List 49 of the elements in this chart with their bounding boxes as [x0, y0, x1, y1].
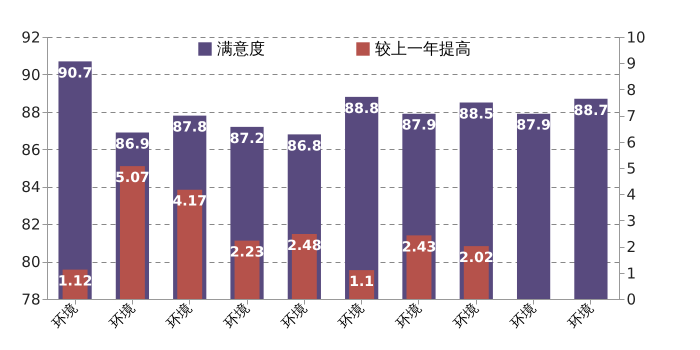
data-label: 88.5 [459, 106, 494, 122]
data-label: 2.43 [402, 239, 436, 256]
data-label: 2.02 [459, 250, 494, 266]
data-label: 2.48 [287, 238, 322, 254]
data-label: 90.7 [58, 65, 92, 82]
y2-tick-label: 8 [626, 80, 636, 99]
data-label: 87.9 [402, 118, 436, 134]
x-tick-label: 环境 [278, 300, 310, 332]
data-label: 4.17 [172, 194, 207, 210]
data-label: 1.12 [58, 274, 92, 290]
data-label: 87.8 [172, 120, 207, 136]
y2-tick-label: 3 [626, 212, 636, 230]
data-label: 87.9 [516, 118, 551, 134]
y2-tick-label: 2 [626, 238, 636, 256]
x-tick-label: 环境 [450, 300, 482, 332]
y2-tick-label: 7 [626, 107, 636, 126]
y2-tick-label: 6 [626, 133, 636, 152]
x-tick-label: 环境 [50, 300, 81, 332]
x-tick-label: 环境 [336, 300, 368, 332]
y-tick-label: 78 [21, 290, 40, 308]
y-tick-label: 80 [21, 253, 40, 272]
y-tick-label: 88 [21, 103, 40, 122]
legend-label: 满意度 [217, 39, 265, 58]
legend-label: 较上一年提高 [375, 39, 471, 58]
x-tick-label: 环境 [394, 300, 425, 332]
data-label: 87.2 [230, 130, 264, 147]
y2-tick-label: 5 [626, 160, 636, 178]
y2-tick-label: 10 [626, 28, 646, 46]
y-tick-label: 84 [21, 178, 40, 196]
y-tick-label: 86 [21, 140, 40, 159]
x-tick-label: 环境 [164, 300, 196, 332]
x-tick-label: 环境 [222, 300, 253, 332]
y-tick-label: 90 [21, 66, 40, 84]
x-tick-label: 环境 [565, 300, 597, 332]
y2-tick-label: 1 [626, 264, 636, 282]
data-label: 86.8 [287, 138, 322, 154]
y-tick-label: 92 [21, 28, 40, 46]
data-label: 88.7 [574, 102, 608, 119]
data-label: 1.1 [349, 274, 374, 290]
data-label: 5.07 [115, 170, 150, 186]
data-label: 2.23 [230, 244, 264, 261]
y2-tick-label: 9 [626, 54, 636, 73]
y2-tick-label: 0 [626, 290, 636, 308]
data-label: 86.9 [115, 136, 150, 152]
x-tick-label: 环境 [106, 300, 138, 332]
y-tick-label: 82 [21, 216, 40, 234]
data-label: 88.8 [344, 100, 379, 117]
y2-tick-label: 4 [626, 186, 636, 204]
x-tick-label: 环境 [508, 300, 540, 332]
